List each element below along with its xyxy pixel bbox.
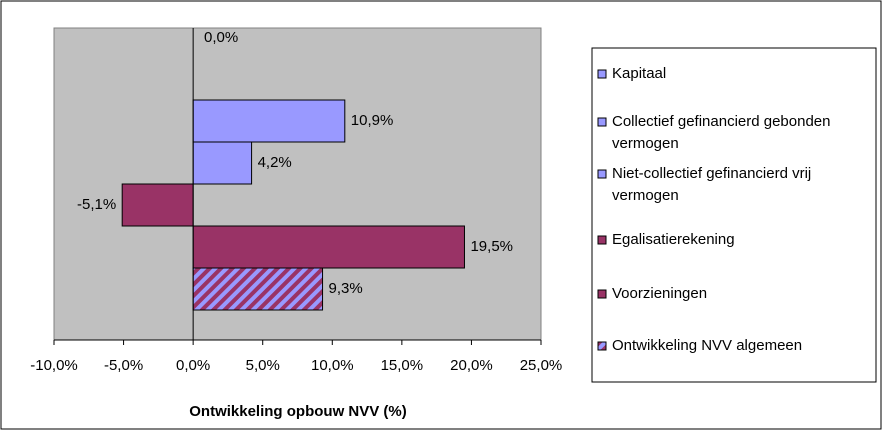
value-label: 4,2% xyxy=(258,154,292,171)
value-label: 0,0% xyxy=(204,29,238,46)
x-tick-label: 10,0% xyxy=(311,357,354,374)
legend-label: Kapitaal xyxy=(612,65,666,82)
bar xyxy=(192,141,253,185)
legend-label: Ontwikkeling NVV algemeen xyxy=(612,337,802,354)
legend-label: Egalisatierekening xyxy=(612,231,735,248)
legend-swatch xyxy=(597,341,607,351)
x-tick-label: 5,0% xyxy=(246,357,280,374)
legend-swatch xyxy=(597,117,607,127)
value-label: -5,1% xyxy=(77,196,116,213)
bar xyxy=(192,99,346,143)
x-tick-label: 15,0% xyxy=(381,357,424,374)
legend-label: Collectief gefinancierd gebonden vermogen xyxy=(612,113,831,152)
x-tick-label: 20,0% xyxy=(450,357,493,374)
legend-swatch xyxy=(597,289,607,299)
legend-swatch xyxy=(597,169,607,179)
value-label: 19,5% xyxy=(470,238,513,255)
x-tick-label: 0,0% xyxy=(176,357,210,374)
legend-swatch xyxy=(597,69,607,79)
bar xyxy=(192,225,465,269)
legend-swatch xyxy=(597,235,607,245)
legend-box xyxy=(591,47,877,383)
bar xyxy=(192,267,324,311)
x-tick-label: -10,0% xyxy=(30,357,78,374)
x-tick-label: -5,0% xyxy=(104,357,143,374)
value-label: 10,9% xyxy=(351,112,394,129)
legend-label: Niet-collectief gefinancierd vrij vermoge… xyxy=(612,165,811,204)
value-label: 9,3% xyxy=(329,280,363,297)
chart-title: Ontwikkeling opbouw NVV (%) xyxy=(189,403,407,420)
legend-label: Voorzieningen xyxy=(612,285,707,302)
bar xyxy=(121,183,194,227)
x-tick-label: 25,0% xyxy=(520,357,563,374)
